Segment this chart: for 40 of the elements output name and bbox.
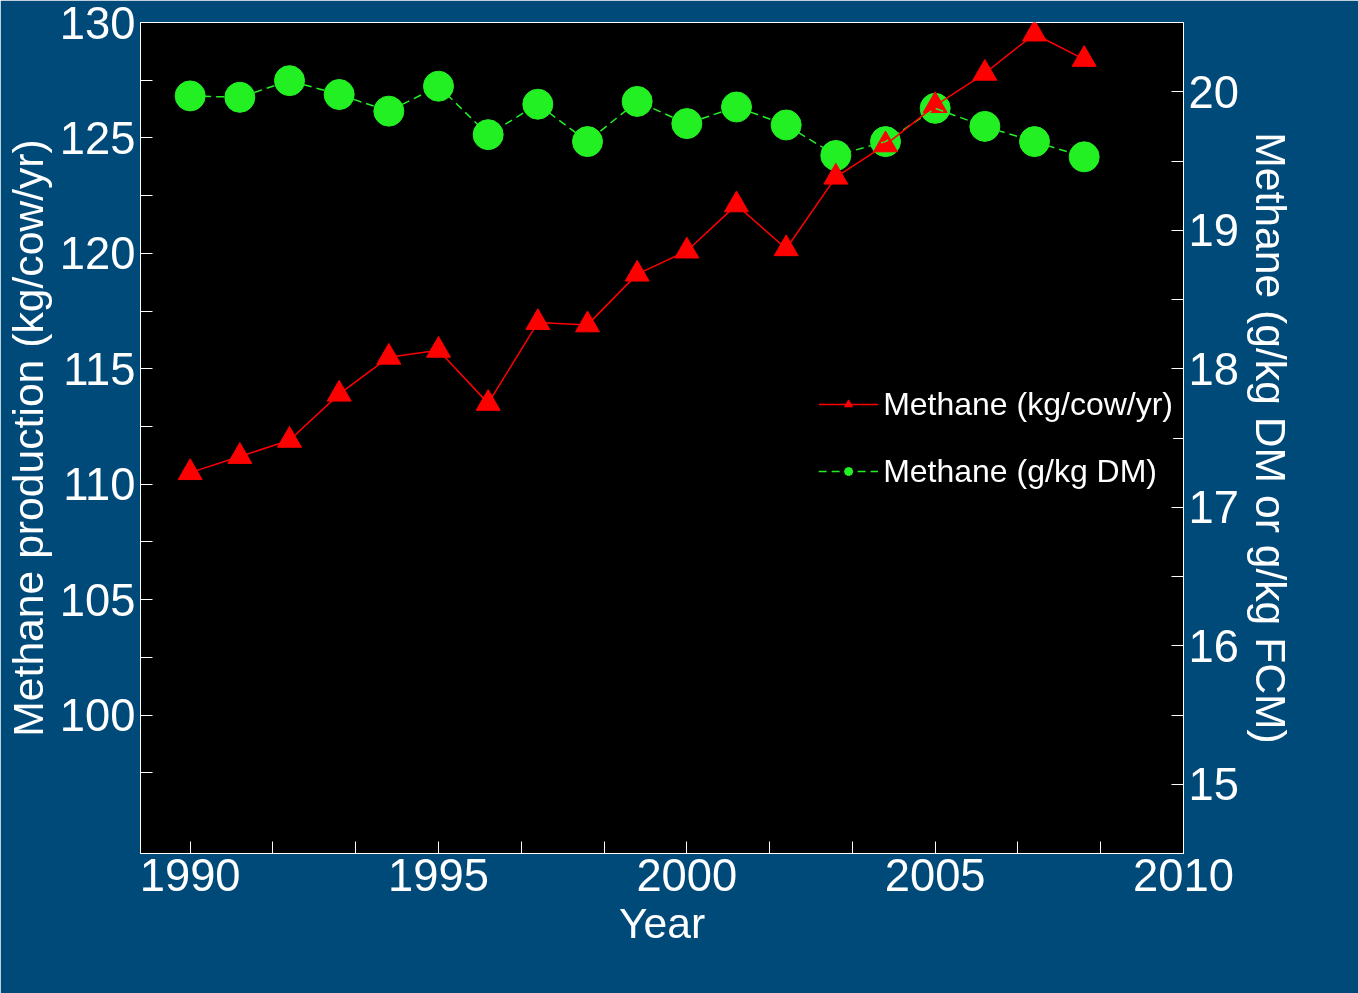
point <box>522 88 554 120</box>
point <box>820 139 852 171</box>
point <box>621 85 653 117</box>
x-tick-label: 1990 <box>139 849 241 901</box>
point <box>373 95 405 127</box>
point <box>224 81 256 113</box>
point <box>1019 126 1050 158</box>
y-tick-label: 105 <box>59 574 136 626</box>
point <box>671 108 703 140</box>
y-tick-label: 130 <box>59 0 136 49</box>
point <box>323 79 355 110</box>
point <box>423 70 454 102</box>
x-tick-label: 2005 <box>884 849 986 901</box>
x-tick-label: 2000 <box>636 849 738 901</box>
y2-tick-label: 18 <box>1188 343 1239 395</box>
legend-label: Methane (kg/cow/yr) <box>883 385 1173 423</box>
y-tick-label: 100 <box>59 690 136 741</box>
point <box>721 91 752 123</box>
y2-tick-label: 16 <box>1188 620 1239 672</box>
point <box>274 65 305 97</box>
y-tick-label: 110 <box>63 459 136 511</box>
y2-tick-label: 17 <box>1188 482 1239 534</box>
x-axis-title: Year <box>618 898 706 947</box>
y2-tick-label: 20 <box>1188 66 1239 118</box>
point <box>969 110 1001 142</box>
y2-axis-title: Methane (g/kg DM or g/kg FCM) <box>1246 132 1295 744</box>
point <box>572 126 603 158</box>
legend-label: Methane (g/kg DM) <box>883 452 1157 490</box>
y-axis-title: Methane production (kg/cow/yr) <box>3 139 52 737</box>
point <box>472 119 504 151</box>
point <box>770 109 802 141</box>
y2-tick-label: 15 <box>1188 759 1239 811</box>
x-tick-label: 1995 <box>388 849 489 901</box>
y-tick-label: 120 <box>59 228 136 280</box>
y2-tick-label: 19 <box>1188 205 1239 257</box>
point <box>174 80 206 112</box>
x-tick-label: 2010 <box>1133 849 1234 901</box>
y-tick-label: 115 <box>63 343 136 395</box>
point <box>1068 141 1100 173</box>
y-tick-label: 125 <box>59 112 136 164</box>
